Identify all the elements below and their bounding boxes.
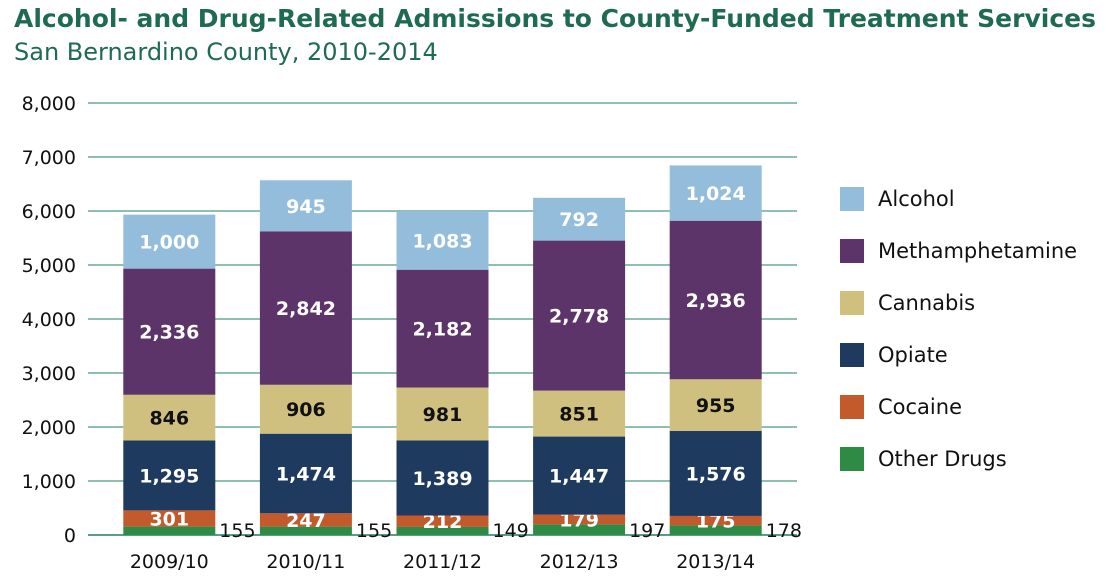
bar-segment	[123, 268, 216, 395]
legend-swatch	[840, 447, 864, 471]
legend-item: Methamphetamine	[840, 238, 1077, 264]
data-label: 955	[696, 395, 736, 417]
data-label: 945	[286, 196, 326, 218]
data-label: 1,083	[412, 230, 472, 252]
data-label: 247	[286, 510, 326, 532]
bar-segment	[123, 214, 216, 269]
data-label: 1,447	[549, 466, 609, 488]
legend-label: Cannabis	[878, 291, 976, 315]
bar-segment	[669, 430, 762, 516]
y-tick-label: 5,000	[22, 255, 76, 277]
chart-subtitle: San Bernardino County, 2010-2014	[14, 38, 438, 66]
x-tick-label: 2010/11	[266, 551, 345, 573]
bar-segment	[123, 440, 216, 511]
data-label: 212	[423, 511, 463, 533]
data-label: 179	[559, 510, 599, 532]
data-label: 851	[559, 404, 599, 426]
bar-segment	[396, 269, 489, 388]
bar-segment	[669, 515, 762, 526]
legend-item: Other Drugs	[840, 446, 1077, 472]
data-label: 155	[219, 520, 255, 542]
bar-segment	[123, 526, 216, 535]
x-tick-label: 2009/10	[130, 551, 209, 573]
data-label: 1,474	[276, 463, 336, 485]
data-label: 1,295	[139, 465, 199, 487]
y-tick-label: 0	[64, 525, 76, 547]
data-label: 175	[696, 511, 736, 533]
bar-segment	[396, 515, 489, 527]
legend-label: Cocaine	[878, 395, 962, 419]
legend-item: Cannabis	[840, 290, 1077, 316]
y-tick-label: 3,000	[22, 363, 76, 385]
data-label: 197	[629, 520, 665, 542]
legend-label: Other Drugs	[878, 447, 1007, 471]
bar-segment	[396, 211, 489, 270]
bar-segment	[533, 390, 626, 437]
data-label: 1,024	[686, 183, 746, 205]
bar-segment	[669, 525, 762, 535]
bar-segment	[533, 524, 626, 535]
legend-label: Opiate	[878, 343, 948, 367]
data-label: 846	[149, 408, 189, 430]
bar-segment	[259, 526, 352, 535]
bar-segment	[669, 379, 762, 431]
bar-segment	[533, 514, 626, 525]
data-label: 792	[559, 209, 599, 231]
bar-segment	[533, 197, 626, 241]
x-tick-label: 2013/14	[676, 551, 755, 573]
bar-segment	[259, 513, 352, 527]
bar-segment	[669, 165, 762, 221]
data-label: 2,778	[549, 306, 609, 328]
legend-item: Opiate	[840, 342, 1077, 368]
data-label: 1,576	[686, 463, 746, 485]
data-label: 301	[149, 509, 189, 531]
bar-segment	[396, 440, 489, 516]
y-tick-label: 6,000	[22, 201, 76, 223]
bar-segment	[533, 436, 626, 515]
data-label: 2,182	[412, 319, 472, 341]
x-tick-label: 2012/13	[540, 551, 619, 573]
data-label: 1,000	[139, 232, 199, 254]
y-tick-label: 8,000	[22, 93, 76, 115]
y-tick-label: 2,000	[22, 417, 76, 439]
legend-swatch	[840, 291, 864, 315]
chart-title: Alcohol- and Drug-Related Admissions to …	[14, 4, 1096, 33]
data-label: 906	[286, 399, 326, 421]
data-label: 1,389	[412, 468, 472, 490]
legend-swatch	[840, 239, 864, 263]
chart-legend: Alcohol Methamphetamine Cannabis Opiate Coca…	[840, 186, 1077, 498]
legend-label: Alcohol	[878, 187, 955, 211]
y-tick-label: 1,000	[22, 471, 76, 493]
data-label: 981	[423, 404, 463, 426]
bar-segment	[396, 387, 489, 441]
bar-segment	[259, 384, 352, 434]
legend-swatch	[840, 187, 864, 211]
data-label: 2,842	[276, 298, 336, 320]
data-label: 2,336	[139, 322, 199, 344]
data-label: 178	[766, 520, 802, 542]
legend-label: Methamphetamine	[878, 239, 1078, 263]
y-tick-label: 7,000	[22, 147, 76, 169]
y-tick-label: 4,000	[22, 309, 76, 331]
bar-segment	[533, 240, 626, 391]
x-tick-label: 2011/12	[403, 551, 482, 573]
bar-segment	[259, 433, 352, 514]
bar-segment	[259, 231, 352, 385]
bar-segment	[259, 180, 352, 232]
legend-item: Alcohol	[840, 186, 1077, 212]
data-label: 2,936	[686, 290, 746, 312]
data-label: 155	[356, 520, 392, 542]
bar-segment	[669, 220, 762, 380]
legend-item: Cocaine	[840, 394, 1077, 420]
bar-segment	[123, 394, 216, 441]
bar-segment	[396, 526, 489, 535]
legend-swatch	[840, 343, 864, 367]
bar-segment	[123, 510, 216, 527]
data-label: 149	[493, 520, 529, 542]
legend-swatch	[840, 395, 864, 419]
